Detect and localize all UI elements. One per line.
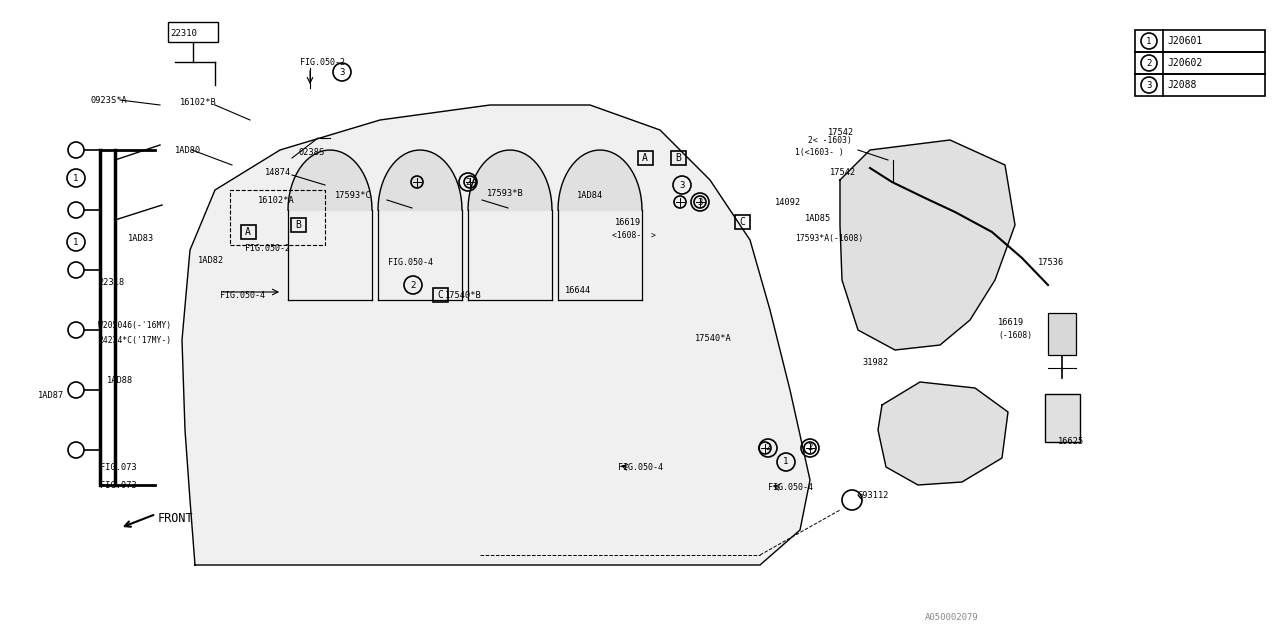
Text: 1AD84: 1AD84 bbox=[577, 191, 603, 200]
Text: 17542: 17542 bbox=[829, 168, 856, 177]
Text: 1AD80: 1AD80 bbox=[175, 145, 201, 154]
Text: 0923S*A: 0923S*A bbox=[90, 95, 127, 104]
Text: (-1608): (-1608) bbox=[998, 330, 1032, 339]
Polygon shape bbox=[840, 140, 1015, 350]
Text: 17536: 17536 bbox=[1038, 257, 1064, 266]
Text: 1AD82: 1AD82 bbox=[198, 255, 224, 264]
Bar bbox=[291, 218, 306, 232]
Text: 2: 2 bbox=[808, 444, 813, 452]
Text: C: C bbox=[739, 217, 745, 227]
Text: 16625: 16625 bbox=[1059, 438, 1084, 447]
Text: A: A bbox=[643, 153, 648, 163]
Text: A050002079: A050002079 bbox=[925, 614, 979, 623]
Text: 1AD88: 1AD88 bbox=[108, 376, 133, 385]
Text: 16102*B: 16102*B bbox=[180, 97, 216, 106]
Text: 3: 3 bbox=[680, 180, 685, 189]
Text: FRONT: FRONT bbox=[157, 511, 193, 525]
Text: 16619: 16619 bbox=[614, 218, 641, 227]
Text: 3: 3 bbox=[1147, 81, 1152, 90]
Text: 17540*A: 17540*A bbox=[695, 333, 732, 342]
Text: 24234*C('17MY-): 24234*C('17MY-) bbox=[99, 335, 172, 344]
Text: 1(<1603- ): 1(<1603- ) bbox=[795, 147, 844, 157]
Text: FIG.073: FIG.073 bbox=[100, 463, 137, 472]
Text: 1AD85: 1AD85 bbox=[805, 214, 831, 223]
Bar bbox=[1044, 394, 1080, 442]
Text: W205046(-'16MY): W205046(-'16MY) bbox=[99, 321, 172, 330]
Bar bbox=[1135, 52, 1265, 74]
Bar bbox=[671, 151, 686, 165]
Text: 17593*C: 17593*C bbox=[335, 191, 371, 200]
Text: FIG.073: FIG.073 bbox=[100, 481, 137, 490]
Text: 0238S: 0238S bbox=[298, 147, 324, 157]
Text: J20601: J20601 bbox=[1167, 36, 1202, 46]
Text: 14092: 14092 bbox=[774, 198, 801, 207]
Text: 17593*B: 17593*B bbox=[486, 189, 524, 198]
Text: 1: 1 bbox=[783, 458, 788, 467]
Text: 2< -1603): 2< -1603) bbox=[808, 136, 852, 145]
Bar bbox=[1135, 74, 1265, 96]
Text: <1608-  >: <1608- > bbox=[612, 230, 655, 239]
Text: A: A bbox=[244, 227, 251, 237]
Text: FIG.050-2: FIG.050-2 bbox=[300, 58, 346, 67]
Text: 1AD83: 1AD83 bbox=[128, 234, 155, 243]
Text: FIG.050-4: FIG.050-4 bbox=[220, 291, 265, 300]
Text: 2: 2 bbox=[765, 444, 771, 452]
Text: 22318: 22318 bbox=[99, 278, 124, 287]
Text: 22310: 22310 bbox=[170, 29, 197, 38]
Text: C: C bbox=[436, 290, 443, 300]
Bar bbox=[1048, 313, 1076, 355]
Text: 16644: 16644 bbox=[564, 285, 591, 294]
Bar bbox=[433, 288, 448, 302]
Text: B: B bbox=[675, 153, 681, 163]
Text: 3: 3 bbox=[698, 198, 703, 207]
Text: 1: 1 bbox=[73, 237, 78, 246]
Text: 1: 1 bbox=[1147, 36, 1152, 45]
Text: 14874: 14874 bbox=[265, 168, 292, 177]
Text: FIG.050-4: FIG.050-4 bbox=[388, 257, 433, 266]
Bar bbox=[1135, 30, 1265, 52]
Bar bbox=[241, 225, 256, 239]
Text: 16102*A: 16102*A bbox=[259, 195, 294, 205]
Text: 2: 2 bbox=[411, 280, 416, 289]
Text: 3: 3 bbox=[339, 67, 344, 77]
Text: G93112: G93112 bbox=[858, 490, 890, 499]
Text: FIG.050-4: FIG.050-4 bbox=[618, 463, 663, 472]
Text: B: B bbox=[296, 220, 301, 230]
Text: 2: 2 bbox=[1147, 58, 1152, 67]
Bar bbox=[637, 151, 653, 165]
Text: FIG.050-2: FIG.050-2 bbox=[244, 243, 291, 253]
Text: 16619: 16619 bbox=[998, 317, 1024, 326]
Text: J2088: J2088 bbox=[1167, 80, 1197, 90]
Text: 17540*B: 17540*B bbox=[445, 291, 481, 300]
Bar bbox=[735, 215, 750, 229]
Bar bbox=[230, 190, 325, 245]
Polygon shape bbox=[182, 105, 810, 565]
Text: 1: 1 bbox=[73, 173, 78, 182]
Text: 17593*A(-1608): 17593*A(-1608) bbox=[795, 234, 863, 243]
Text: J20602: J20602 bbox=[1167, 58, 1202, 68]
Text: 31982: 31982 bbox=[861, 358, 888, 367]
Text: FIG.050-4: FIG.050-4 bbox=[768, 483, 813, 493]
Text: 1AD87: 1AD87 bbox=[38, 390, 64, 399]
Polygon shape bbox=[878, 382, 1009, 485]
Text: 17542: 17542 bbox=[828, 127, 854, 136]
Text: 2: 2 bbox=[466, 177, 471, 186]
Bar bbox=[168, 22, 218, 42]
